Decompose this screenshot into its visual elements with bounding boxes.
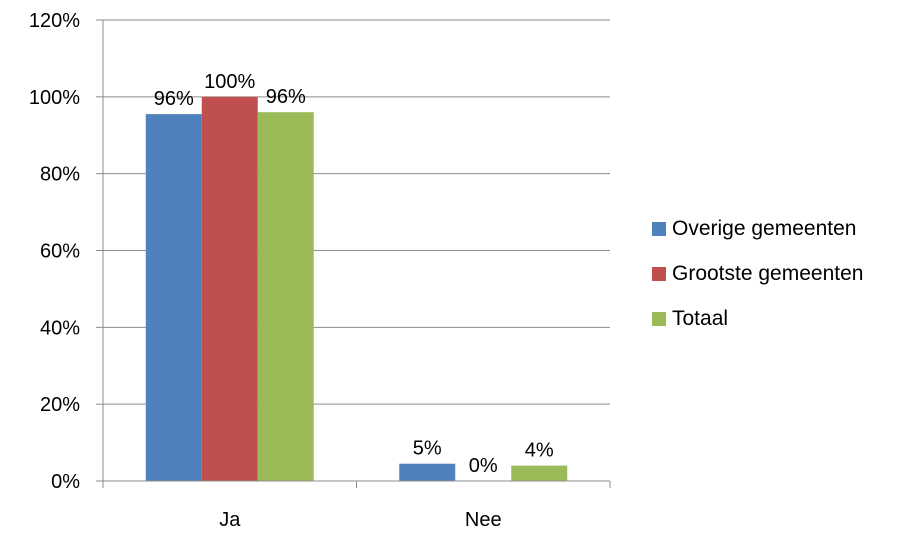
legend-swatch (652, 312, 666, 326)
x-category-label: Nee (465, 509, 502, 531)
x-axis: Ja Nee (102, 480, 611, 531)
bar (257, 112, 314, 481)
data-labels: 96% 100% 96% 5% 0% 4% (154, 71, 554, 477)
bar (145, 114, 202, 481)
bar (201, 96, 258, 481)
legend-swatch (652, 267, 666, 281)
legend-item: Totaal (652, 306, 863, 332)
data-label: 96% (266, 86, 306, 108)
data-label: 5% (413, 438, 442, 460)
legend-item: Grootste gemeenten (652, 261, 863, 287)
legend-swatch (652, 222, 666, 236)
x-category-label: Ja (219, 509, 241, 531)
y-tick-label: 120% (29, 10, 80, 32)
y-axis-ticks: 0% 20% 40% 60% 80% 100% 120% (29, 10, 104, 493)
y-tick-label: 20% (40, 394, 80, 416)
y-tick-label: 40% (40, 317, 80, 339)
bars (145, 96, 568, 481)
legend-label: Overige gemeenten (672, 217, 857, 240)
data-label: 4% (525, 440, 554, 462)
data-label: 96% (154, 88, 194, 110)
legend-label: Grootste gemeenten (672, 262, 864, 285)
legend: Overige gemeenten Grootste gemeenten Totaa… (652, 216, 863, 351)
data-label: 100% (204, 71, 255, 93)
legend-label: Totaal (672, 307, 729, 330)
y-tick-label: 100% (29, 87, 80, 109)
legend-item: Overige gemeenten (652, 216, 863, 242)
data-label: 0% (469, 455, 498, 477)
y-tick-label: 80% (40, 164, 80, 186)
bar (399, 463, 456, 481)
y-tick-label: 0% (51, 471, 80, 493)
bar (511, 465, 568, 481)
y-tick-label: 60% (40, 241, 80, 263)
